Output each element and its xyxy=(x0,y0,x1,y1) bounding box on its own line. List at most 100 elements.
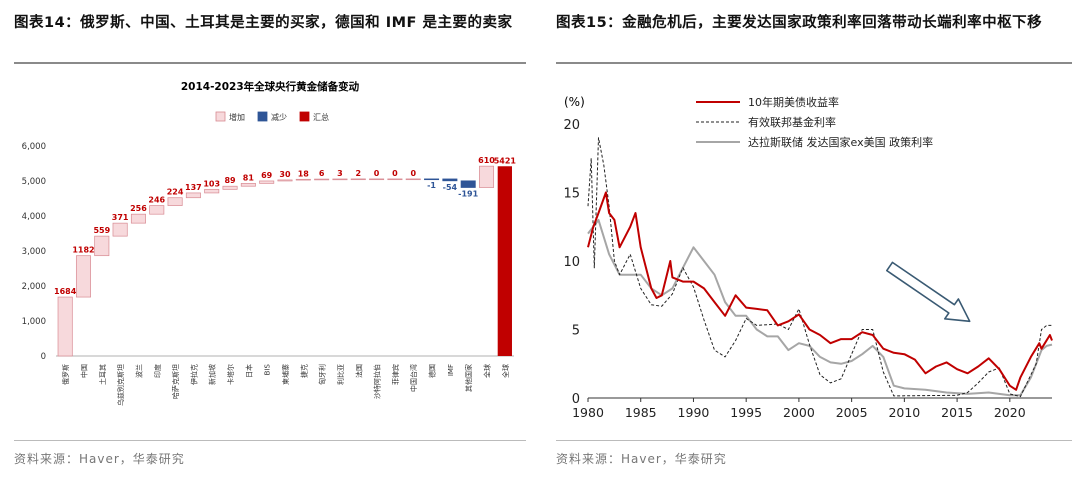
trend-arrow-shape xyxy=(885,261,971,323)
category-label: 德国 xyxy=(428,364,437,378)
waterfall-bar xyxy=(94,235,110,257)
waterfall-bar xyxy=(314,178,330,181)
trend-arrow-icon xyxy=(885,261,971,323)
category-label: 新加坡 xyxy=(208,364,217,385)
data-label: 137 xyxy=(185,183,202,192)
category-label: 伊拉克 xyxy=(189,364,198,385)
source-note: 资料来源：Haver，华泰研究 xyxy=(14,452,185,466)
data-label: 6 xyxy=(319,169,325,178)
footer-rule xyxy=(14,440,526,441)
category-label: 匈牙利 xyxy=(318,364,327,385)
data-label: 610 xyxy=(478,156,495,165)
category-label: 全球 xyxy=(501,364,510,378)
y-tick-label: 5,000 xyxy=(22,177,46,187)
data-label: 0 xyxy=(392,169,398,178)
category-label: 沙特阿拉伯 xyxy=(373,364,382,399)
data-label: 2 xyxy=(355,169,361,178)
waterfall-chart: 2014-2023年全球央行黄金储备变动 增加 减少 汇总 0 1,000 2,000 3… xyxy=(22,80,517,406)
data-label: 81 xyxy=(243,173,255,182)
waterfall-bar xyxy=(75,255,91,298)
bond-yield-line xyxy=(587,191,1053,391)
category-label: 土耳其 xyxy=(98,364,107,385)
dm-policy-rate-line xyxy=(587,218,1053,397)
data-label: 0 xyxy=(410,169,416,178)
category-label: 日本 xyxy=(244,364,253,378)
y-tick-label: 0 xyxy=(572,392,580,407)
legend-swatch xyxy=(215,111,226,122)
category-label: 印度 xyxy=(153,364,162,378)
data-label: 89 xyxy=(224,176,236,185)
category-label: 柬埔寨 xyxy=(281,364,290,385)
data-label: 3 xyxy=(337,169,343,178)
data-label: 246 xyxy=(148,196,165,205)
category-label: 法国 xyxy=(354,364,363,378)
waterfall-bar xyxy=(185,192,201,199)
data-label: 30 xyxy=(279,170,291,179)
category-label: 捷克 xyxy=(299,364,308,378)
right-panel: 图表15：金融危机后，主要发达国家政策利率回落带动长端利率中枢下移 (%) 0 5… xyxy=(548,0,1080,485)
category-label: 中国台湾 xyxy=(409,364,418,392)
x-tick-label: 1995 xyxy=(730,405,762,420)
waterfall-bar xyxy=(277,179,293,182)
data-label: 69 xyxy=(261,171,273,180)
y-tick-label: 0 xyxy=(41,352,46,362)
chart-legend: 增加 减少 汇总 xyxy=(215,111,329,122)
waterfall-bar xyxy=(460,180,476,188)
rates-line-chart: (%) 0 5 10 15 20 1980 1985 1990 1995 2000 2005 2010… xyxy=(563,95,1053,420)
waterfall-bar xyxy=(350,178,366,181)
waterfall-bar xyxy=(112,222,128,237)
waterfall-bar xyxy=(240,183,256,187)
category-label: 乌兹别克斯坦 xyxy=(116,364,125,406)
data-label: 256 xyxy=(130,204,147,213)
category-label: 其他国家 xyxy=(464,364,473,392)
data-label: 103 xyxy=(203,179,220,188)
data-label: 371 xyxy=(112,213,129,222)
waterfall-bar xyxy=(332,178,348,181)
x-tick-label: 1985 xyxy=(625,405,657,420)
fed-funds-line xyxy=(587,137,1052,398)
y-tick-label: 5 xyxy=(572,324,580,339)
x-tick-label: 2015 xyxy=(941,405,973,420)
y-axis-unit: (%) xyxy=(564,95,585,109)
figure-title: 图表15：金融危机后，主要发达国家政策利率回落带动长端利率中枢下移 xyxy=(556,15,1043,31)
series-lines xyxy=(587,137,1053,398)
figure-title: 图表14：俄罗斯、中国、土耳其是主要的买家，德国和 IMF 是主要的卖家 xyxy=(14,15,513,31)
legend-label: 汇总 xyxy=(313,112,329,122)
axes: 0 5 10 15 20 1980 1985 1990 1995 2000 2005 2010 2015… xyxy=(563,118,1052,420)
left-panel: 图表14：俄罗斯、中国、土耳其是主要的买家，德国和 IMF 是主要的卖家 201… xyxy=(14,15,526,466)
category-label: 菲律宾 xyxy=(391,364,400,385)
category-label: 哈萨克斯坦 xyxy=(171,364,180,399)
data-label: 18 xyxy=(298,169,310,178)
title-rule xyxy=(14,62,526,64)
category-label: 利比亚 xyxy=(336,364,345,385)
chart-title: 2014-2023年全球央行黄金储备变动 xyxy=(181,80,360,93)
category-label: 全球 xyxy=(483,364,492,378)
x-axis-labels: 俄罗斯 中国 土耳其 乌兹别克斯坦 波兰 印度 哈萨克斯坦 伊拉克 新加坡 卡塔尔 日本 BIS 柬埔寨… xyxy=(61,363,510,406)
y-tick-label: 6,000 xyxy=(22,142,46,152)
category-label: BIS xyxy=(264,363,272,375)
data-label: -54 xyxy=(443,183,458,192)
legend-swatch xyxy=(257,111,268,122)
category-label: IMF xyxy=(447,364,455,376)
waterfall-bar xyxy=(222,185,238,190)
bars xyxy=(57,165,512,357)
waterfall-bar xyxy=(204,188,220,194)
data-label: -191 xyxy=(458,190,478,199)
waterfall-bar xyxy=(167,197,183,206)
waterfall-bar xyxy=(369,178,385,181)
total-bar xyxy=(497,166,512,356)
waterfall-bar xyxy=(405,178,421,181)
x-tick-label: 2010 xyxy=(888,405,920,420)
data-label: 0 xyxy=(374,169,380,178)
data-label: 559 xyxy=(93,226,110,235)
legend-label: 减少 xyxy=(271,112,287,122)
y-tick-label: 15 xyxy=(563,187,580,202)
waterfall-bar xyxy=(57,296,73,357)
legend-label: 增加 xyxy=(229,112,245,122)
y-tick-label: 2,000 xyxy=(22,282,46,292)
waterfall-bar xyxy=(149,205,165,215)
y-tick-label: 4,000 xyxy=(22,212,46,222)
category-label: 俄罗斯 xyxy=(61,364,70,385)
x-tick-label: 1990 xyxy=(678,405,710,420)
